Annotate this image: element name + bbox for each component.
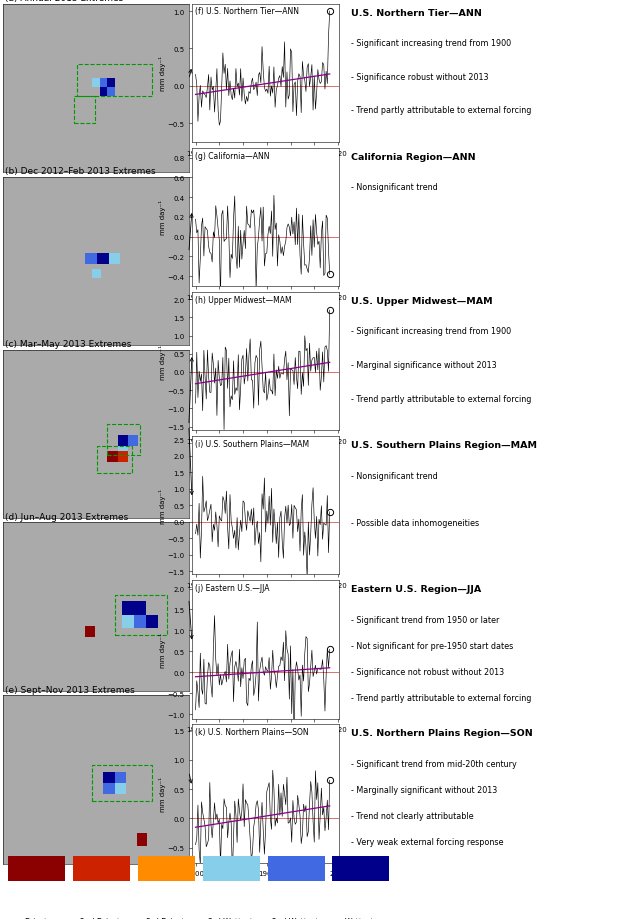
Text: 2nd Wettest: 2nd Wettest [271,917,318,919]
Bar [73,856,130,881]
Text: - Trend not clearly attributable: - Trend not clearly attributable [351,811,474,821]
Text: 3rd Wettest: 3rd Wettest [207,917,252,919]
Bar [74,96,95,124]
Bar [118,447,128,458]
Bar [85,254,97,265]
Text: - Nonsignificant trend: - Nonsignificant trend [351,471,438,480]
Y-axis label: mm day⁻¹: mm day⁻¹ [159,56,166,91]
Text: - Trend partly attributable to external forcing: - Trend partly attributable to external … [351,394,532,403]
Text: (g) California—ANN: (g) California—ANN [195,152,269,160]
Y-axis label: mm day⁻¹: mm day⁻¹ [159,200,166,235]
Bar [115,595,166,635]
Bar [92,269,101,278]
Bar [146,615,157,629]
Bar [109,254,120,265]
Text: U.S. Southern Plains Region—MAM: U.S. Southern Plains Region—MAM [351,441,538,449]
Text: - Nonsignificant trend: - Nonsignificant trend [351,183,438,192]
Bar [107,425,140,456]
Bar [137,833,147,846]
Text: California Region—ANN: California Region—ANN [351,153,476,162]
Bar [118,436,128,447]
Bar [268,856,324,881]
Bar [102,783,115,795]
Bar [85,627,95,638]
Bar [102,772,115,783]
Text: (j) Eastern U.S.—JJA: (j) Eastern U.S.—JJA [195,584,269,592]
Text: (k) U.S. Northern Plains—SON: (k) U.S. Northern Plains—SON [195,727,308,736]
Text: - Significance robust without 2013: - Significance robust without 2013 [351,73,489,82]
Bar [118,451,128,462]
Text: - Marginally significant without 2013: - Marginally significant without 2013 [351,785,498,794]
Text: - Significant increasing trend from 1900: - Significant increasing trend from 1900 [351,40,511,48]
Text: - Trend partly attributable to external forcing: - Trend partly attributable to external … [351,107,532,115]
Bar [138,856,195,881]
Text: (c) Mar–May 2013 Extremes: (c) Mar–May 2013 Extremes [5,339,131,348]
Text: (f) U.S. Northern Tier—ANN: (f) U.S. Northern Tier—ANN [195,7,299,17]
Text: Wettest: Wettest [345,917,374,919]
Y-axis label: mm day⁻¹: mm day⁻¹ [159,488,166,523]
Bar [92,79,100,88]
Text: - Very weak external forcing response: - Very weak external forcing response [351,837,504,846]
Text: - Significant increasing trend from 1900: - Significant increasing trend from 1900 [351,327,511,336]
Bar [92,766,152,801]
Text: (d) Jun–Aug 2013 Extremes: (d) Jun–Aug 2013 Extremes [5,512,128,521]
Text: - Significant trend from 1950 or later: - Significant trend from 1950 or later [351,615,500,624]
Bar [203,856,260,881]
Bar [122,615,134,629]
Text: U.S. Northern Tier—ANN: U.S. Northern Tier—ANN [351,9,483,17]
Bar [115,783,127,795]
Text: (e) Sept–Nov 2013 Extremes: (e) Sept–Nov 2013 Extremes [5,685,135,694]
Bar [97,447,132,474]
Text: - Marginal significance without 2013: - Marginal significance without 2013 [351,360,497,369]
Y-axis label: mm day⁻¹: mm day⁻¹ [159,632,166,667]
Bar [77,65,152,96]
Y-axis label: mm day⁻¹: mm day⁻¹ [159,345,166,380]
Bar [8,856,65,881]
Text: - Not significant for pre-1950 start dates: - Not significant for pre-1950 start dat… [351,641,514,650]
Text: (a) Annual 2013 Extremes: (a) Annual 2013 Extremes [5,0,124,3]
Bar [122,602,134,615]
Bar [107,451,118,462]
Bar [332,856,390,881]
Text: - Possible data inhomogeneities: - Possible data inhomogeneities [351,518,479,528]
Bar [97,254,109,265]
Text: (h) Upper Midwest—MAM: (h) Upper Midwest—MAM [195,295,292,304]
Bar [115,772,127,783]
Text: - Trend partly attributable to external forcing: - Trend partly attributable to external … [351,693,532,702]
Text: - Significance not robust without 2013: - Significance not robust without 2013 [351,667,504,676]
Bar [100,79,107,88]
Text: U.S. Upper Midwest—MAM: U.S. Upper Midwest—MAM [351,297,493,306]
Text: 3rd Driest: 3rd Driest [146,917,184,919]
Text: 2nd Driest: 2nd Driest [81,917,120,919]
Bar [134,602,146,615]
Bar [100,88,107,96]
Text: Driest: Driest [24,917,47,919]
Text: Eastern U.S. Region—JJA: Eastern U.S. Region—JJA [351,584,482,594]
Bar [134,615,146,629]
Text: (b) Dec 2012–Feb 2013 Extremes: (b) Dec 2012–Feb 2013 Extremes [5,166,156,176]
Y-axis label: mm day⁻¹: mm day⁻¹ [159,777,166,811]
Bar [107,79,115,88]
Bar [107,88,115,96]
Text: - Significant trend from mid-20th century: - Significant trend from mid-20th centur… [351,759,517,768]
Text: (i) U.S. Southern Plains—MAM: (i) U.S. Southern Plains—MAM [195,439,309,448]
Text: U.S. Northern Plains Region—SON: U.S. Northern Plains Region—SON [351,729,533,738]
Bar [128,436,138,447]
